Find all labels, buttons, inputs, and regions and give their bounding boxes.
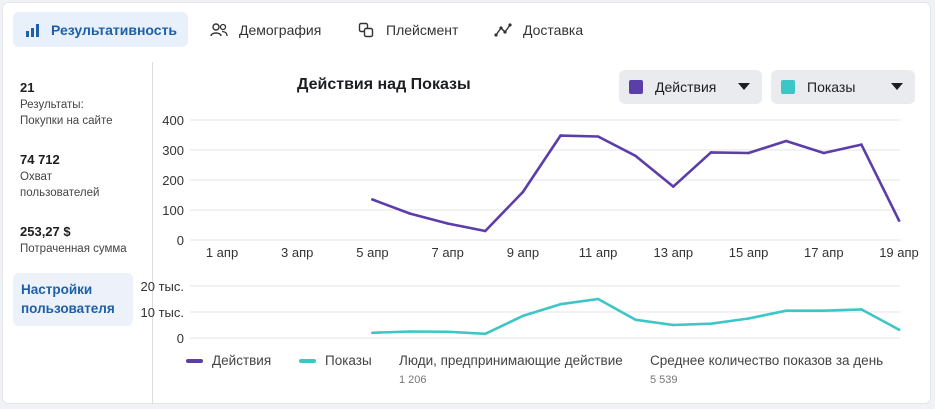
delivery-icon xyxy=(493,20,513,40)
y-tick-label: 0 xyxy=(177,233,184,248)
legend-swatch xyxy=(299,358,316,363)
tab-performance[interactable]: Результативность xyxy=(13,12,188,47)
data-point-actions xyxy=(559,134,562,137)
x-tick-label: 15 апр xyxy=(729,245,769,260)
performance-card xyxy=(2,2,931,404)
data-point-impressions xyxy=(784,309,788,313)
avg-daily-impressions-label: Среднее количество показов за день xyxy=(650,353,884,368)
data-point-impressions xyxy=(860,308,863,311)
metric2-swatch xyxy=(781,80,795,94)
chevron-down-icon xyxy=(738,83,750,90)
data-point-actions xyxy=(709,151,713,154)
x-tick-label: 13 апр xyxy=(654,245,694,260)
tab-placement[interactable]: Плейсмент xyxy=(344,12,470,47)
legend-item-impressions: Показы xyxy=(299,353,372,368)
data-point-actions xyxy=(596,135,600,138)
metric1-label: Действия xyxy=(655,79,717,95)
x-tick-label: 1 апр xyxy=(206,245,238,260)
people-icon xyxy=(209,20,229,40)
x-tick-label: 11 апр xyxy=(579,245,618,260)
data-point-impressions xyxy=(446,330,449,334)
metric2-dropdown[interactable]: Показы xyxy=(771,70,915,104)
data-point-impressions xyxy=(897,328,901,331)
x-tick-label: 7 апр xyxy=(431,245,463,260)
y-tick-label: 10 тыс. xyxy=(141,305,184,320)
data-point-impressions xyxy=(596,297,600,301)
spend-value: 253,27 $ xyxy=(20,224,71,239)
data-point-impressions xyxy=(747,317,750,320)
placement-icon xyxy=(356,20,376,40)
tab-delivery[interactable]: Доставка xyxy=(481,12,595,47)
data-point-impressions xyxy=(709,322,713,326)
legend-swatch xyxy=(186,358,203,363)
tab-label: Демография xyxy=(239,21,322,38)
data-point-actions xyxy=(521,190,525,194)
chevron-down-icon xyxy=(891,83,903,90)
data-point-actions xyxy=(371,198,374,201)
avg-daily-impressions-value: 5 539 xyxy=(650,374,678,386)
data-point-impressions xyxy=(822,309,826,313)
data-point-impressions xyxy=(634,318,638,322)
data-point-actions xyxy=(446,222,449,225)
y-tick-label: 100 xyxy=(162,203,184,218)
y-tick-label: 0 xyxy=(177,331,184,346)
data-point-impressions xyxy=(408,330,412,333)
x-tick-label: 17 апр xyxy=(804,245,844,260)
metric2-label: Показы xyxy=(807,79,856,95)
spend-label: Потраченная сумма xyxy=(20,243,127,255)
data-point-actions xyxy=(784,139,788,143)
bar-chart-icon xyxy=(25,20,41,40)
y-tick-label: 20 тыс. xyxy=(141,279,184,294)
metric1-swatch xyxy=(629,80,643,94)
results-value: 21 xyxy=(20,80,35,95)
data-point-actions xyxy=(634,154,638,158)
y-tick-label: 300 xyxy=(162,143,184,158)
x-tick-label: 5 апр xyxy=(356,245,388,260)
x-tick-label: 9 апр xyxy=(507,245,539,260)
data-point-actions xyxy=(897,219,901,222)
tab-label: Результативность xyxy=(51,21,178,38)
people-taking-action-label: Люди, предпринимающие действие xyxy=(399,353,623,368)
legend-label: Действия xyxy=(212,353,272,368)
data-point-impressions xyxy=(559,302,562,306)
people-taking-action-value: 1 206 xyxy=(399,374,427,386)
reach-label: Охват пользователей xyxy=(20,171,100,199)
user-settings-button[interactable]: Настройки пользователя xyxy=(13,273,133,326)
data-point-impressions xyxy=(371,331,374,335)
data-point-impressions xyxy=(521,314,525,318)
x-tick-label: 19 апр xyxy=(879,245,919,260)
data-point-actions xyxy=(408,212,412,215)
legend-label: Показы xyxy=(325,353,372,368)
legend-item-actions: Действия xyxy=(186,353,271,368)
x-tick-label: 3 апр xyxy=(281,245,313,260)
data-point-actions xyxy=(483,229,487,233)
data-point-impressions xyxy=(672,323,675,327)
tab-label: Доставка xyxy=(523,21,584,38)
y-tick-label: 200 xyxy=(162,173,184,188)
chart-title: Действия над Показы xyxy=(297,76,471,93)
tab-demography[interactable]: Демография xyxy=(197,12,333,47)
series-line-impressions xyxy=(371,297,901,336)
data-point-actions xyxy=(860,143,863,146)
data-point-impressions xyxy=(483,332,487,336)
results-label: Результаты: Покупки на сайте xyxy=(20,99,113,127)
y-tick-label: 400 xyxy=(162,113,184,128)
data-point-actions xyxy=(747,151,750,155)
divider xyxy=(152,62,153,404)
data-point-actions xyxy=(822,151,826,155)
tab-label: Плейсмент xyxy=(386,21,459,38)
metric1-dropdown[interactable]: Действия xyxy=(619,70,762,104)
reach-value: 74 712 xyxy=(20,152,60,167)
data-point-actions xyxy=(672,185,675,188)
